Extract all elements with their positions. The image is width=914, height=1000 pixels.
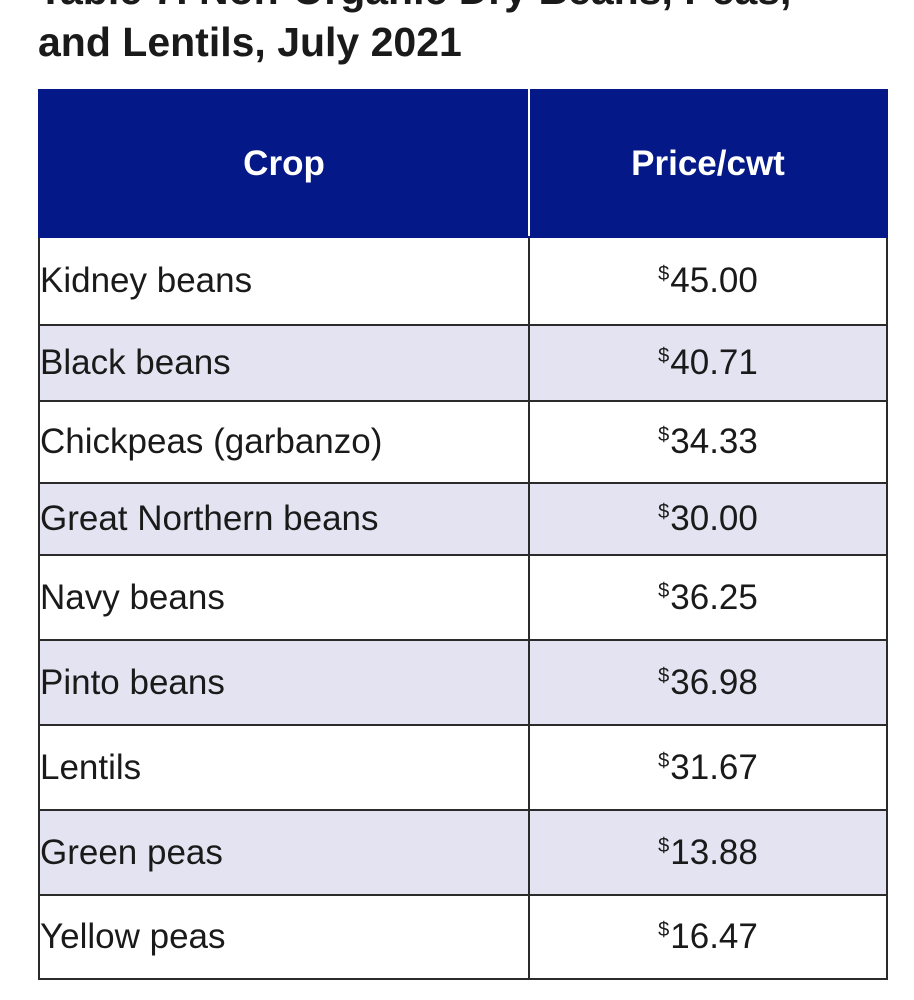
currency-symbol: $ bbox=[658, 424, 670, 446]
crop-cell: Navy beans bbox=[38, 554, 530, 641]
table-row: Black beans $40.71 bbox=[38, 324, 888, 402]
currency-symbol: $ bbox=[658, 345, 670, 367]
price-value: 31.67 bbox=[670, 747, 758, 787]
crop-cell: Pinto beans bbox=[38, 639, 530, 726]
table-row: Great Northern beans $30.00 bbox=[38, 482, 888, 556]
crop-cell: Green peas bbox=[38, 809, 530, 896]
table-row: Yellow peas $16.47 bbox=[38, 894, 888, 980]
crop-cell: Yellow peas bbox=[38, 894, 530, 980]
price-value: 36.98 bbox=[670, 662, 758, 702]
price-cell: $13.88 bbox=[528, 809, 888, 896]
currency-symbol: $ bbox=[658, 501, 670, 523]
price-value: 16.47 bbox=[670, 917, 758, 956]
crop-cell: Great Northern beans bbox=[38, 482, 530, 556]
crop-cell: Black beans bbox=[38, 324, 530, 402]
price-cell: $36.98 bbox=[528, 639, 888, 726]
price-cell: $36.25 bbox=[528, 554, 888, 641]
currency-symbol: $ bbox=[658, 664, 670, 687]
price-value: 30.00 bbox=[670, 499, 758, 538]
price-cell: $31.67 bbox=[528, 724, 888, 811]
price-cell: $40.71 bbox=[528, 324, 888, 402]
currency-symbol: $ bbox=[658, 919, 670, 941]
crop-cell: Kidney beans bbox=[38, 236, 530, 326]
price-value: 36.25 bbox=[670, 577, 758, 617]
table-title-line-2: and Lentils, July 2021 bbox=[38, 19, 462, 65]
table-row: Pinto beans $36.98 bbox=[38, 639, 888, 726]
price-value: 40.71 bbox=[670, 343, 758, 382]
table-body: Kidney beans $45.00 Black beans $40.71 Chick… bbox=[38, 236, 888, 980]
currency-symbol: $ bbox=[658, 749, 670, 772]
currency-symbol: $ bbox=[658, 579, 670, 602]
price-column-header: Price/cwt bbox=[528, 89, 888, 238]
price-value: 34.33 bbox=[670, 422, 758, 461]
price-value: 45.00 bbox=[670, 261, 758, 300]
table-title: Table 7. Non-Organic Dry Beans, Peas, an… bbox=[38, 0, 898, 68]
price-value: 13.88 bbox=[670, 832, 758, 872]
table-row: Green peas $13.88 bbox=[38, 809, 888, 896]
price-table: Crop Price/cwt Kidney beans $45.00 Black b… bbox=[38, 89, 888, 980]
currency-symbol: $ bbox=[658, 263, 670, 285]
table-row: Lentils $31.67 bbox=[38, 724, 888, 811]
crop-cell: Chickpeas (garbanzo) bbox=[38, 400, 530, 484]
price-cell: $16.47 bbox=[528, 894, 888, 980]
table-row: Chickpeas (garbanzo) $34.33 bbox=[38, 400, 888, 484]
currency-symbol: $ bbox=[658, 834, 670, 857]
crop-cell: Lentils bbox=[38, 724, 530, 811]
price-cell: $45.00 bbox=[528, 236, 888, 326]
price-cell: $34.33 bbox=[528, 400, 888, 484]
header-row: Crop Price/cwt bbox=[38, 89, 888, 238]
table-row: Navy beans $36.25 bbox=[38, 554, 888, 641]
table-row: Kidney beans $45.00 bbox=[38, 236, 888, 326]
crop-column-header: Crop bbox=[38, 89, 530, 238]
table-title-line-1: Table 7. Non-Organic Dry Beans, Peas, bbox=[38, 0, 898, 16]
price-cell: $30.00 bbox=[528, 482, 888, 556]
